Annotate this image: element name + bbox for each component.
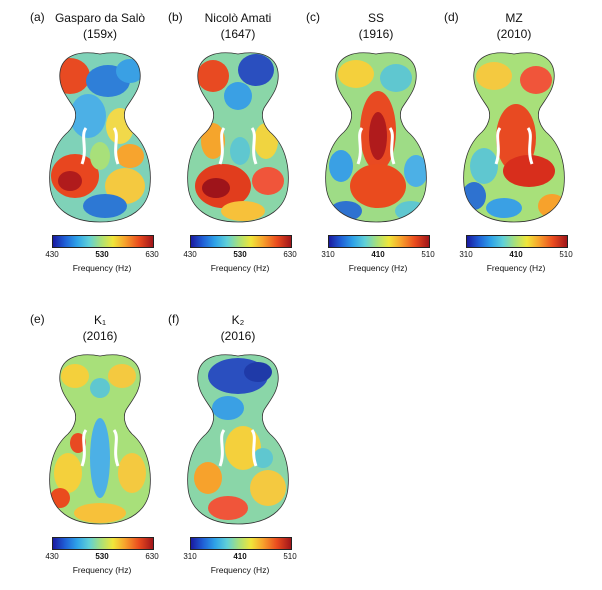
panel-title-year: (2016) <box>220 329 256 343</box>
colorbar-tick-max: 510 <box>283 552 297 561</box>
colorbar-tick-max: 510 <box>421 250 435 259</box>
colorbar-gradient <box>328 235 430 248</box>
panel-title-name: MZ <box>505 11 523 25</box>
violin-frequency-map <box>49 52 151 223</box>
colorbar: 310 410 510 Frequency (Hz) <box>321 235 435 273</box>
colorbar-gradient <box>466 235 568 248</box>
panel-title-name: K₂ <box>231 313 245 327</box>
panel-b: (b) Nicolò Amati (1647) 430 530 <box>168 10 308 275</box>
colorbar-axis-label: Frequency (Hz) <box>210 263 270 273</box>
panel-title: SS (1916) <box>306 10 446 42</box>
panel-title-year: (2016) <box>82 329 118 343</box>
panel-title: MZ (2010) <box>444 10 584 42</box>
colorbar-tick-min: 310 <box>459 250 473 259</box>
f-hole-right <box>250 429 258 467</box>
colorbar-tick-min: 430 <box>183 250 197 259</box>
colorbar-tick-mid: 410 <box>371 250 385 259</box>
f-hole-left <box>218 127 226 165</box>
panel-title-year: (1647) <box>220 27 256 41</box>
f-hole-left <box>80 429 88 467</box>
panel-letter: (f) <box>168 312 180 326</box>
colorbar-axis-label: Frequency (Hz) <box>210 565 270 575</box>
colorbar-tick-min: 310 <box>321 250 335 259</box>
colorbar-axis-label: Frequency (Hz) <box>72 263 132 273</box>
colorbar-tick-mid: 530 <box>95 250 109 259</box>
violin-frequency-map <box>463 52 565 223</box>
violin-frequency-map <box>187 354 289 525</box>
panel-title-name: SS <box>367 11 384 25</box>
f-hole-right <box>112 127 120 165</box>
f-hole-left <box>80 127 88 165</box>
violin-frequency-map <box>325 52 427 223</box>
colorbar-tick-max: 630 <box>283 250 297 259</box>
panel-title-year: (159x) <box>82 27 117 41</box>
colorbar-tick-mid: 530 <box>233 250 247 259</box>
colorbar-gradient <box>52 537 154 550</box>
colorbar: 430 530 630 Frequency (Hz) <box>45 235 159 273</box>
f-hole-left <box>494 127 502 165</box>
panel-title: K₂ (2016) <box>168 312 308 344</box>
violin-frequency-map <box>49 354 151 525</box>
colorbar-tick-mid: 410 <box>509 250 523 259</box>
f-hole-right <box>526 127 534 165</box>
colorbar-tick-max: 630 <box>145 250 159 259</box>
colorbar-tick-mid: 530 <box>95 552 109 561</box>
colorbar-tick-max: 510 <box>559 250 573 259</box>
panel-title: Nicolò Amati (1647) <box>168 10 308 42</box>
colorbar: 310 410 510 Frequency (Hz) <box>459 235 573 273</box>
f-hole-right <box>250 127 258 165</box>
f-hole-right <box>388 127 396 165</box>
panel-e: (e) K₁ (2016) 430 530 630 Fr <box>30 312 170 577</box>
panel-title-year: (2010) <box>496 27 532 41</box>
colorbar-gradient <box>190 537 292 550</box>
panel-title: K₁ (2016) <box>30 312 170 344</box>
violin-frequency-map <box>187 52 289 223</box>
panel-letter: (d) <box>444 10 459 24</box>
colorbar-tick-min: 430 <box>45 250 59 259</box>
colorbar-tick-min: 430 <box>45 552 59 561</box>
panel-title-name: Gasparo da Salò <box>54 11 146 25</box>
colorbar-axis-label: Frequency (Hz) <box>72 565 132 575</box>
panel-title-year: (1916) <box>358 27 394 41</box>
panel-letter: (a) <box>30 10 45 24</box>
colorbar-axis-label: Frequency (Hz) <box>486 263 546 273</box>
f-hole-right <box>112 429 120 467</box>
colorbar-gradient <box>190 235 292 248</box>
colorbar-tick-max: 630 <box>145 552 159 561</box>
panel-a: (a) Gasparo da Salò (159x) 430 <box>30 10 170 275</box>
panel-letter: (b) <box>168 10 183 24</box>
f-hole-left <box>356 127 364 165</box>
panel-letter: (c) <box>306 10 320 24</box>
panel-title: Gasparo da Salò (159x) <box>30 10 170 42</box>
panel-title-name: K₁ <box>93 313 107 327</box>
panel-d: (d) MZ (2010) 310 410 510 Frequency <box>444 10 584 275</box>
colorbar-gradient <box>52 235 154 248</box>
colorbar-axis-label: Frequency (Hz) <box>348 263 408 273</box>
panel-f: (f) K₂ (2016) 310 410 510 Frequency <box>168 312 308 577</box>
colorbar-tick-mid: 410 <box>233 552 247 561</box>
colorbar: 430 530 630 Frequency (Hz) <box>45 537 159 575</box>
panel-title-name: Nicolò Amati <box>204 11 272 25</box>
colorbar-tick-min: 310 <box>183 552 197 561</box>
panel-letter: (e) <box>30 312 45 326</box>
colorbar: 310 410 510 Frequency (Hz) <box>183 537 297 575</box>
colorbar: 430 530 630 Frequency (Hz) <box>183 235 297 273</box>
f-hole-left <box>218 429 226 467</box>
panel-c: (c) SS (1916) 310 410 510 Fr <box>306 10 446 275</box>
